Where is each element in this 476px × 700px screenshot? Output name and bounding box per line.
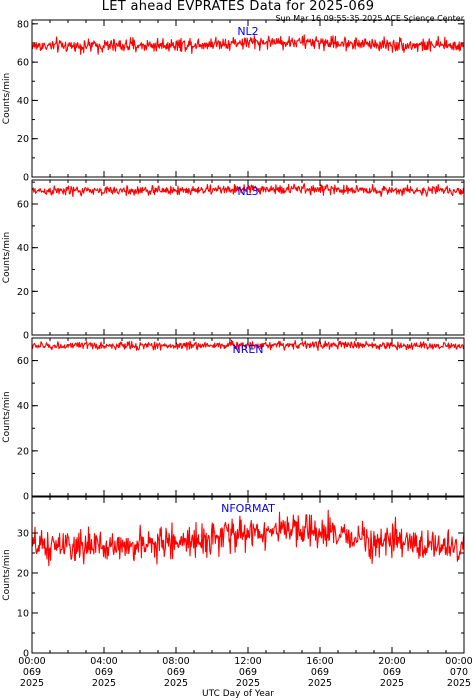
x-tick-label-doy: 069 <box>311 667 329 678</box>
x-tick-label-year: 2025 <box>380 678 404 689</box>
y-tick-label: 0 <box>23 331 29 342</box>
x-tick-label-time: 04:00 <box>90 656 117 667</box>
x-tick-label-year: 2025 <box>308 678 332 689</box>
y-axis-label: Counts/min <box>2 232 12 283</box>
y-tick-label: 0 <box>23 173 29 184</box>
y-tick-label: 60 <box>17 58 29 69</box>
y-axis-label: Counts/min <box>2 549 12 600</box>
x-tick-label-year: 2025 <box>447 678 471 689</box>
x-tick-label-year: 2025 <box>92 678 116 689</box>
x-tick-label-year: 2025 <box>236 678 260 689</box>
x-tick-label-time: 08:00 <box>162 656 189 667</box>
y-axis-label: Counts/min <box>2 391 12 442</box>
panel-frame-3 <box>31 337 465 497</box>
y-tick-label: 10 <box>17 609 29 620</box>
y-tick-label: 0 <box>23 492 29 503</box>
y-tick-label: 60 <box>17 200 29 211</box>
y-tick-label: 60 <box>17 356 29 367</box>
x-tick-label-year: 2025 <box>20 678 44 689</box>
x-tick-label-time: 00:00 <box>18 656 45 667</box>
x-tick-label-doy: 069 <box>95 667 113 678</box>
x-tick-label-doy: 069 <box>383 667 401 678</box>
y-tick-label: 40 <box>17 96 29 107</box>
y-tick-label: 20 <box>17 446 29 457</box>
series-line-nl2 <box>31 34 465 55</box>
panel-label-nl2: NL2 <box>237 25 258 38</box>
x-tick-label-time: 12:00 <box>234 656 261 667</box>
page-title: LET ahead EVPRATES Data for 2025-069 <box>101 0 375 14</box>
x-axis-label: UTC Day of Year <box>202 689 274 699</box>
y-tick-label: 40 <box>17 243 29 254</box>
panel-frame-4 <box>31 496 465 654</box>
y-tick-label: 80 <box>17 19 29 30</box>
y-tick-label: 20 <box>17 569 29 580</box>
series-line-nl3 <box>31 183 465 198</box>
x-tick-label-doy: 069 <box>167 667 185 678</box>
panel-label-nformat: NFORMAT <box>221 502 275 515</box>
y-tick-label: 30 <box>17 529 29 540</box>
timestamp-label: Sun Mar 16 09:55:35 2025 ACE Science Cen… <box>275 14 465 23</box>
y-tick-label: 20 <box>17 134 29 145</box>
series-line-nformat <box>31 509 465 567</box>
y-tick-label: 40 <box>17 401 29 412</box>
panel-label-nl3: NL3 <box>237 185 258 198</box>
x-tick-label-time: 00:00 <box>445 656 472 667</box>
panel-label-nren: NREN <box>232 343 263 356</box>
y-tick-label: 20 <box>17 287 29 298</box>
x-tick-label-time: 16:00 <box>306 656 333 667</box>
x-tick-label-year: 2025 <box>164 678 188 689</box>
x-tick-label-doy: 069 <box>239 667 257 678</box>
x-tick-label-doy: 069 <box>23 667 41 678</box>
x-tick-label-time: 20:00 <box>378 656 405 667</box>
y-axis-label: Counts/min <box>2 73 12 124</box>
panel-frame-2 <box>31 179 465 336</box>
x-tick-label-doy: 070 <box>450 667 468 678</box>
y-tick-label: 0 <box>23 649 29 660</box>
